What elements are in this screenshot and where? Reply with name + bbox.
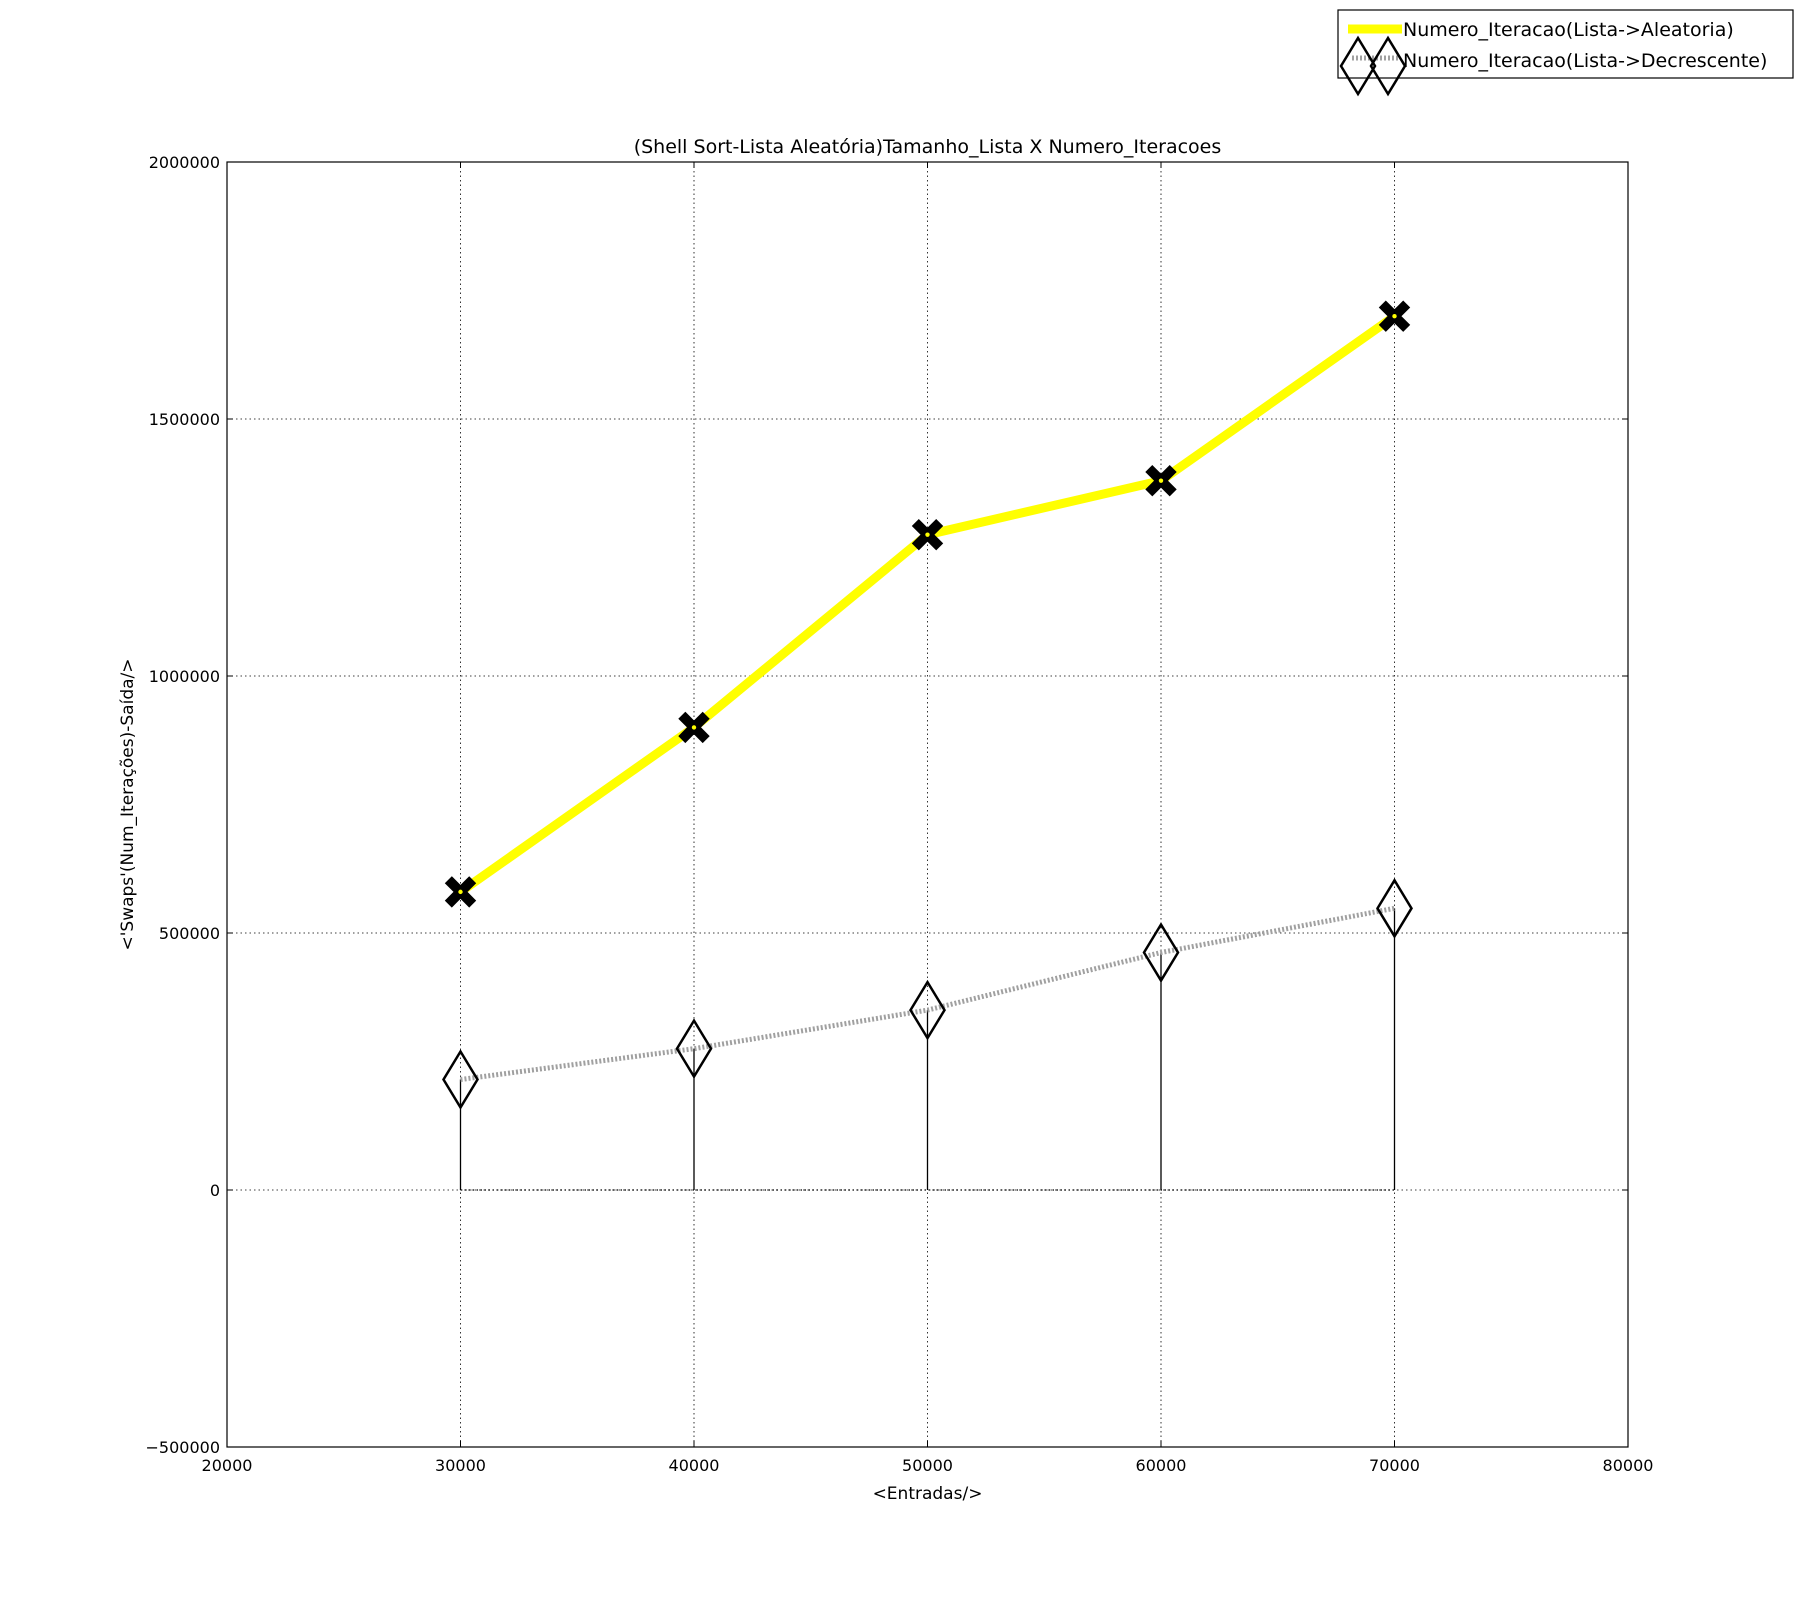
y-tick-label: 1500000 [149, 410, 220, 429]
x-tick-label: 60000 [1136, 1456, 1187, 1475]
legend-diamond-marker [1339, 35, 1377, 97]
diamond-marker [675, 1018, 713, 1080]
legend-diamond-marker [1369, 35, 1407, 97]
y-tick-label: 1000000 [149, 667, 220, 686]
y-tick-label: 2000000 [149, 153, 220, 172]
diamond-marker [442, 1049, 479, 1110]
x-tick-label: 70000 [1369, 1456, 1420, 1475]
diamond-marker [1142, 922, 1180, 983]
diamond-marker [1376, 877, 1413, 939]
legend-box [1337, 9, 1794, 79]
x-marker-center [691, 725, 697, 730]
x-tick-label: 20000 [202, 1456, 253, 1475]
legend-entry-0: Numero_Iteracao(Lista->Aleatoria) [1348, 19, 1734, 41]
x-tick-label: 40000 [669, 1456, 720, 1475]
x-marker-center [925, 532, 930, 537]
legend-label: Numero_Iteracao(Lista->Decrescente) [1403, 50, 1767, 72]
axis-ticks: 20000 30000 40000 50000 60000 70000 80000 −5000… [146, 153, 1654, 1475]
x-marker-center [1392, 314, 1397, 319]
legend-entry-1: Numero_Iteracao(Lista->Decrescente) [1339, 35, 1767, 97]
x-tick-label: 80000 [1603, 1456, 1654, 1475]
y-tick-label: 0 [210, 1181, 220, 1200]
x-marker-center [1158, 478, 1164, 483]
x-tick-label: 50000 [902, 1456, 953, 1475]
legend-label: Numero_Iteracao(Lista->Aleatoria) [1403, 19, 1734, 41]
x-axis-label: <Entradas/> [873, 1484, 983, 1504]
y-tick-label: 500000 [159, 924, 220, 943]
diamond-marker [909, 979, 946, 1041]
chart-title: (Shell Sort-Lista Aleatória)Tamanho_List… [634, 136, 1222, 158]
x-tick-label: 30000 [435, 1456, 486, 1475]
x-marker-center [458, 889, 463, 895]
series-line-1 [460, 905, 1395, 1082]
series-markers [442, 300, 1413, 1110]
y-axis-label: <'Swaps'(Num_Iterações)-Saída/> [118, 658, 138, 950]
y-tick-label: −500000 [146, 1438, 220, 1457]
legend: Numero_Iteracao(Lista->Aleatoria) Numero_… [1337, 9, 1794, 97]
